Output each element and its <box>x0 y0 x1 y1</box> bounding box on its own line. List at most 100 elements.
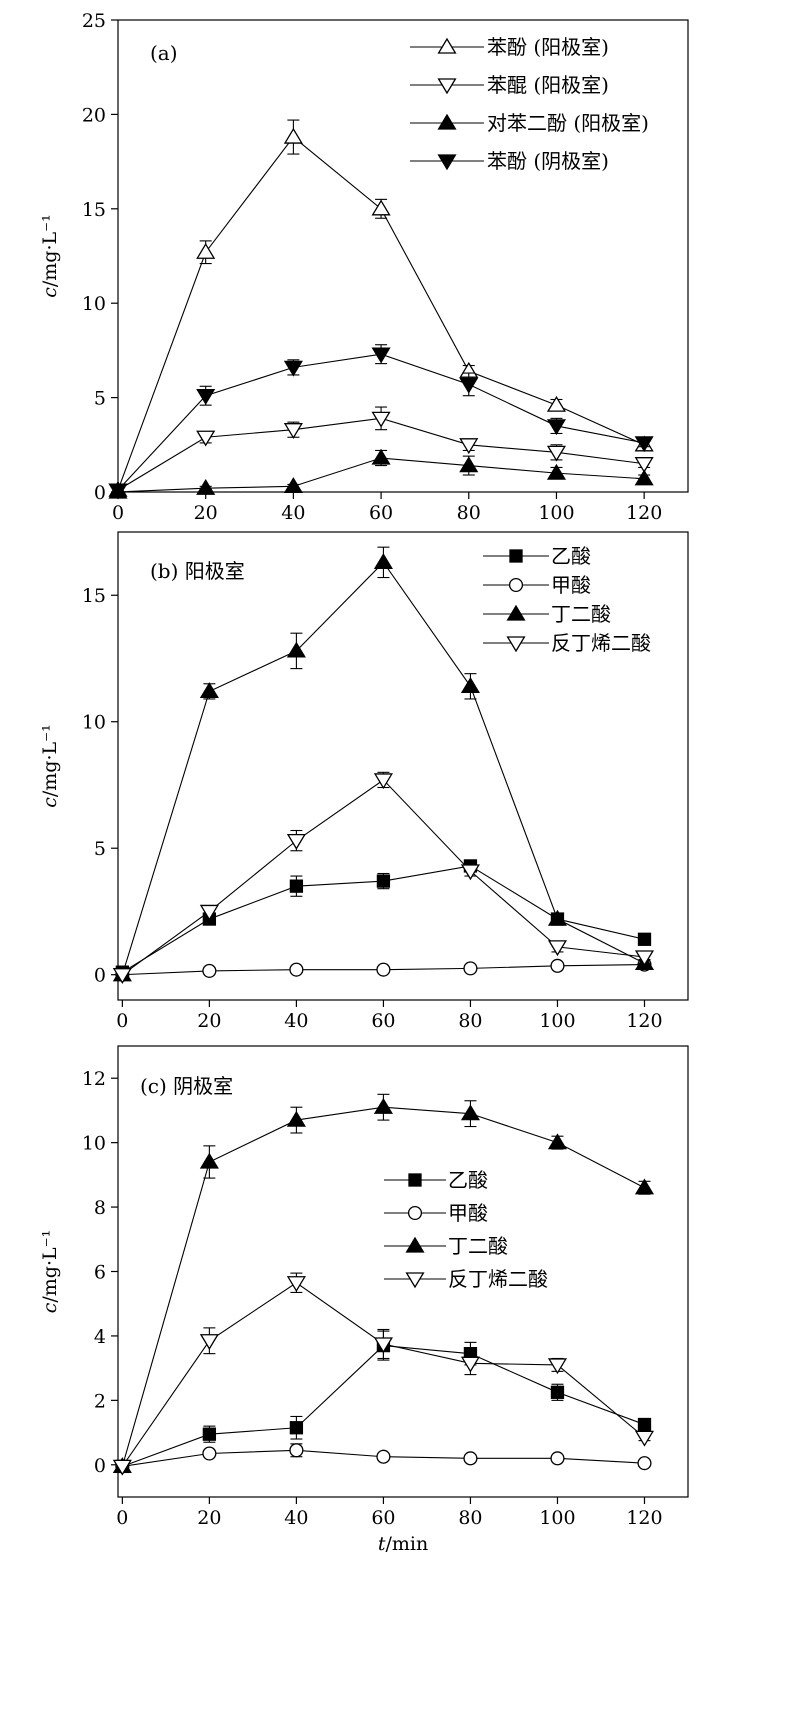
data-point <box>286 833 306 850</box>
legend-label: 苯酚 (阳极室) <box>487 35 609 59</box>
data-point <box>373 1337 393 1354</box>
y-tick-label: 25 <box>82 10 106 32</box>
data-point <box>546 463 567 480</box>
legend-entry: 乙酸 <box>384 1168 488 1192</box>
series-丁二酸 <box>112 1093 655 1474</box>
panel-label: (a) <box>150 41 178 65</box>
data-point <box>286 641 306 658</box>
data-point <box>202 1446 217 1461</box>
series-苯醌-阳极室 <box>108 406 654 500</box>
data-point <box>289 962 304 977</box>
series-甲酸 <box>115 1443 652 1474</box>
y-tick-label: 0 <box>94 1455 106 1477</box>
series-乙酸 <box>115 859 652 979</box>
data-point <box>459 438 479 455</box>
data-point <box>283 127 303 144</box>
data-point <box>289 1443 304 1458</box>
panel-label: (b) 阳极室 <box>150 559 245 583</box>
x-tick-label: 0 <box>116 1507 128 1529</box>
data-point <box>547 1133 568 1150</box>
legend-entry: 对苯二酚 (阳极室) <box>410 111 649 135</box>
data-point <box>202 963 217 978</box>
legend-marker <box>437 113 457 130</box>
legend-label: 反丁烯二酸 <box>448 1267 548 1291</box>
data-point <box>199 1152 219 1169</box>
data-point <box>376 1449 391 1464</box>
legend-marker <box>509 549 523 563</box>
y-tick-label: 0 <box>94 482 106 504</box>
plot-frame <box>117 19 689 493</box>
x-tick-label: 60 <box>369 502 393 524</box>
y-tick-label: 10 <box>82 712 106 734</box>
series-反丁烯二酸 <box>112 771 655 984</box>
legend-label: 丁二酸 <box>551 602 611 626</box>
data-point <box>637 1456 652 1471</box>
data-point <box>550 1385 565 1399</box>
data-point <box>286 1110 306 1127</box>
legend-marker <box>437 154 457 171</box>
y-tick-label: 15 <box>82 585 106 607</box>
data-point <box>376 874 391 888</box>
data-point <box>286 1276 306 1293</box>
x-tick-label: 120 <box>626 1010 662 1032</box>
data-point <box>547 1358 568 1375</box>
legend-label: 反丁烯二酸 <box>551 631 651 655</box>
data-point <box>546 395 567 412</box>
x-tick-label: 20 <box>194 502 218 524</box>
data-point <box>460 1356 480 1373</box>
legend-entry: 反丁烯二酸 <box>483 631 651 655</box>
data-point <box>373 553 393 570</box>
legend-marker <box>405 1236 425 1253</box>
x-tick-label: 60 <box>371 1010 395 1032</box>
x-tick-label: 120 <box>626 502 662 524</box>
data-point <box>376 962 391 977</box>
y-tick-label: 10 <box>82 293 106 315</box>
data-point <box>373 773 393 790</box>
x-tick-label: 100 <box>538 502 574 524</box>
y-axis-label: c/mg·L⁻¹ <box>39 214 61 298</box>
data-point <box>463 961 478 976</box>
y-axis-label: c/mg·L⁻¹ <box>39 724 61 808</box>
x-tick-label: 120 <box>626 1507 662 1529</box>
x-tick-label: 0 <box>116 1010 128 1032</box>
legend-marker <box>437 78 457 95</box>
data-point <box>547 909 568 926</box>
series-line <box>122 1345 645 1467</box>
y-tick-label: 10 <box>82 1133 106 1155</box>
data-point <box>634 1430 655 1447</box>
data-point <box>196 242 216 259</box>
data-point <box>637 1417 652 1432</box>
data-point <box>289 1421 304 1435</box>
x-tick-label: 60 <box>371 1507 395 1529</box>
legend-marker <box>506 604 526 621</box>
data-point <box>371 448 391 465</box>
legend-entry: 反丁烯二酸 <box>384 1267 548 1291</box>
data-point <box>196 478 216 495</box>
y-tick-label: 4 <box>94 1326 106 1348</box>
legend-entry: 丁二酸 <box>384 1234 508 1258</box>
legend-entry: 乙酸 <box>483 544 591 568</box>
data-point <box>108 483 128 500</box>
x-tick-label: 40 <box>284 1507 308 1529</box>
data-point <box>546 419 567 436</box>
x-tick-label: 80 <box>457 502 481 524</box>
data-point <box>199 1334 219 1351</box>
y-tick-label: 20 <box>82 104 106 126</box>
data-point <box>546 445 567 462</box>
data-point <box>634 1178 655 1195</box>
y-tick-label: 5 <box>94 838 106 860</box>
y-tick-label: 5 <box>94 388 106 410</box>
legend-label: 丁二酸 <box>448 1234 508 1258</box>
x-tick-label: 0 <box>112 502 124 524</box>
data-point <box>199 682 219 699</box>
y-tick-label: 6 <box>94 1262 106 1284</box>
data-point <box>283 360 303 377</box>
data-point <box>371 347 391 364</box>
x-tick-label: 80 <box>458 1010 482 1032</box>
legend-entry: 苯醌 (阳极室) <box>410 73 609 97</box>
data-point <box>463 1451 478 1466</box>
data-point <box>196 389 216 405</box>
series-line <box>121 1282 645 1467</box>
data-point <box>373 1097 393 1114</box>
